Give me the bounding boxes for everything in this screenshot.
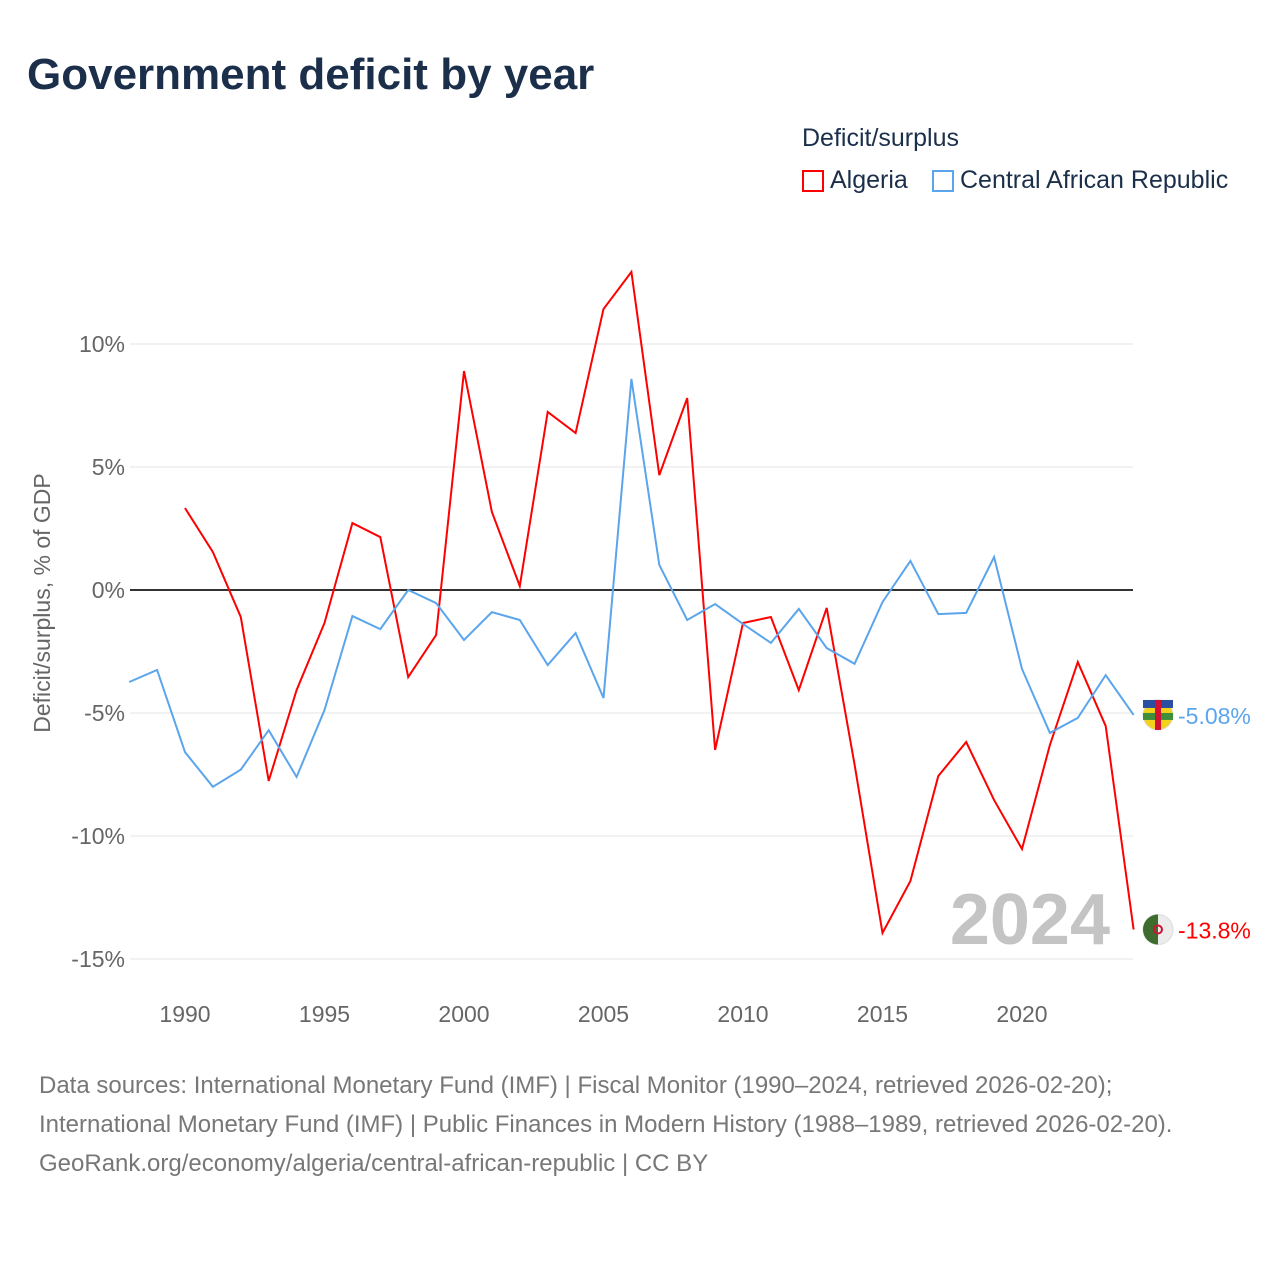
year-watermark: 2024 — [950, 880, 1110, 960]
y-tick-label: 0% — [92, 577, 125, 603]
flag-crescent — [1153, 924, 1163, 935]
y-tick-label: -5% — [84, 700, 125, 726]
x-tick-label: 2020 — [996, 1001, 1047, 1027]
legend-swatch — [932, 169, 954, 192]
x-tick-label: 2005 — [578, 1001, 629, 1027]
chart-title: Government deficit by year — [27, 50, 595, 99]
y-tick-label: 10% — [79, 331, 125, 357]
x-tick-label: 2015 — [857, 1001, 908, 1027]
x-tick-label: 1990 — [159, 1001, 210, 1027]
source-link[interactable]: GeoRank.org/economy/algeria/central-afri… — [39, 1150, 709, 1177]
flag-stripe — [1155, 699, 1161, 730]
y-tick-label: -10% — [71, 823, 125, 849]
legend-swatch — [802, 169, 824, 192]
legend-title: Deficit/surplus — [802, 124, 959, 152]
x-tick-label: 2000 — [438, 1001, 489, 1027]
series-line-car — [128, 378, 1135, 789]
y-tick-label: 5% — [92, 454, 125, 480]
flag-half — [1143, 914, 1158, 945]
legend-item-algeria[interactable]: Algeria — [802, 166, 908, 195]
x-tick-label: 2010 — [717, 1001, 768, 1027]
sources: Data sources: International Monetary Fun… — [39, 1066, 1239, 1183]
y-tick-label: -15% — [71, 946, 125, 972]
legend-label: Algeria — [830, 166, 908, 194]
x-tick-label: 1995 — [299, 1001, 350, 1027]
end-value-label: -5.08% — [1178, 703, 1251, 729]
series-line-algeria — [184, 269, 1135, 936]
chart-area: 10% 5% 0% -5% -10% -15% 1990 1995 2000 2005 2010 20… — [29, 269, 1251, 1027]
end-value-label: -13.8% — [1178, 917, 1251, 943]
source-text: Data sources: International Monetary Fun… — [39, 1072, 1173, 1138]
legend-item-car[interactable]: Central African Republic — [932, 166, 1228, 195]
y-axis-label: Deficit/surplus, % of GDP — [29, 473, 55, 732]
legend-label: Central African Republic — [960, 166, 1229, 194]
